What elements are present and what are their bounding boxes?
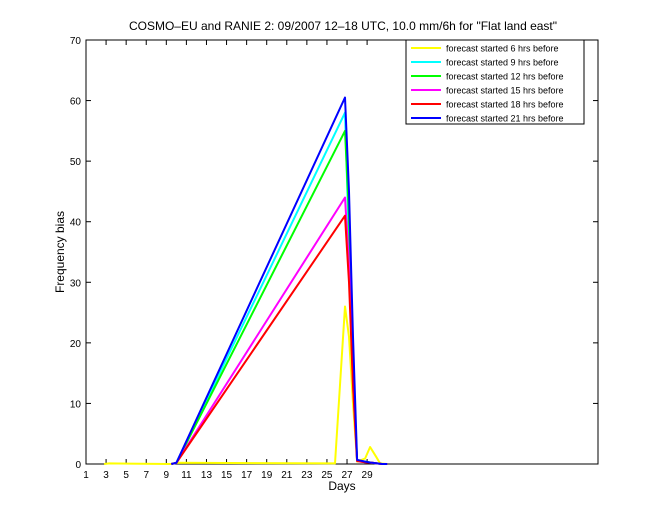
legend-label: forecast started 12 hrs before bbox=[446, 72, 564, 82]
legend-label: forecast started 6 hrs before bbox=[446, 44, 559, 54]
x-tick-label: 5 bbox=[123, 470, 129, 481]
y-tick-label: 40 bbox=[70, 218, 82, 229]
y-tick-label: 0 bbox=[75, 460, 81, 471]
x-tick-label: 19 bbox=[261, 470, 273, 481]
y-tick-label: 10 bbox=[70, 399, 82, 410]
y-tick-label: 30 bbox=[70, 278, 82, 289]
y-tick-label: 70 bbox=[70, 36, 82, 47]
x-tick-label: 9 bbox=[164, 470, 170, 481]
x-axis-label: Days bbox=[328, 479, 355, 493]
series-line-6 bbox=[171, 96, 388, 465]
x-tick-label: 29 bbox=[362, 470, 374, 481]
y-axis-label: Frequency bias bbox=[53, 211, 67, 293]
x-tick-label: 13 bbox=[201, 470, 213, 481]
chart-title: COSMO–EU and RANIE 2: 09/2007 12–18 UTC,… bbox=[129, 19, 557, 33]
x-tick-label: 15 bbox=[221, 470, 233, 481]
x-tick-label: 11 bbox=[181, 470, 192, 481]
y-tick-label: 50 bbox=[70, 157, 82, 168]
y-tick-label: 20 bbox=[70, 339, 82, 350]
legend-label: forecast started 15 hrs before bbox=[446, 86, 564, 96]
y-tick-label: 60 bbox=[70, 97, 82, 108]
legend-label: forecast started 9 hrs before bbox=[446, 58, 559, 68]
series-lines bbox=[103, 96, 388, 465]
legend-box bbox=[405, 39, 585, 125]
legend-label: forecast started 21 hrs before bbox=[446, 114, 564, 124]
x-tick-label: 23 bbox=[301, 470, 313, 481]
y-axis: 0 10 20 30 40 50 60 70 bbox=[70, 36, 598, 471]
x-tick-label: 27 bbox=[341, 470, 353, 481]
x-tick-label: 17 bbox=[241, 470, 253, 481]
x-tick-label: 25 bbox=[321, 470, 333, 481]
x-axis: 1 3 5 7 9 11 13 15 17 19 21 23 25 27 29 bbox=[83, 40, 373, 481]
legend-label: forecast started 18 hrs before bbox=[446, 100, 564, 110]
x-tick-label: 3 bbox=[103, 470, 109, 481]
x-tick-label: 21 bbox=[281, 470, 293, 481]
legend: forecast started 6 hrs before forecast st… bbox=[405, 39, 585, 125]
x-tick-label: 1 bbox=[83, 470, 89, 481]
x-tick-label: 7 bbox=[143, 470, 149, 481]
